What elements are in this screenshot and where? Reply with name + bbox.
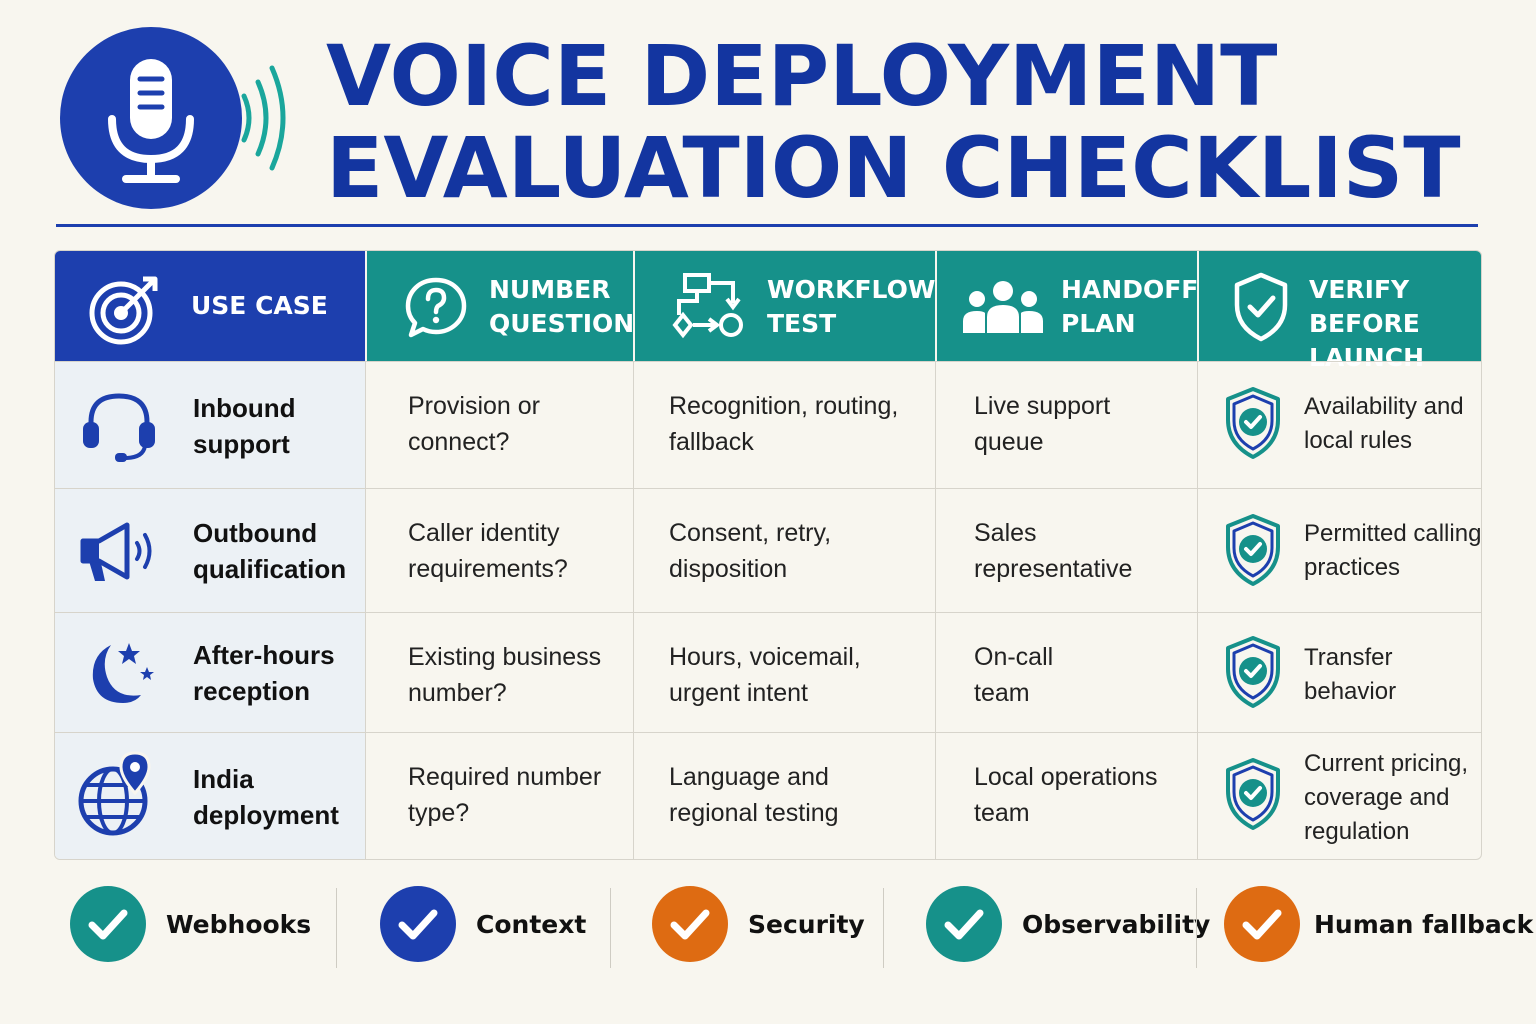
footer-item-label: Human fallback xyxy=(1314,910,1534,939)
check-icon xyxy=(926,886,1002,962)
use-case-cell: After-hours reception xyxy=(55,613,365,732)
table-row: Inbound support Provision or connect? Re… xyxy=(55,361,1481,488)
column-header-label: HANDOFF PLAN xyxy=(1061,275,1199,338)
table-header-row: USE CASE NUMBER QUESTION WORKFLOW TEST xyxy=(55,251,1481,372)
use-case-label: After-hours reception xyxy=(193,640,335,706)
handoff-plan-text: Local operations team xyxy=(974,763,1158,827)
footer-divider xyxy=(1196,888,1197,968)
check-icon xyxy=(380,886,456,962)
column-header-label: USE CASE xyxy=(191,291,328,320)
number-question-text: Required number type? xyxy=(408,763,602,827)
workflow-test-cell: Language and regional testing xyxy=(633,733,935,859)
page-title-line2: EVALUATION CHECKLIST xyxy=(326,119,1461,217)
shield-check-icon xyxy=(1226,636,1280,708)
handoff-plan-text: Sales representative xyxy=(974,519,1133,583)
number-question-text: Caller identity requirements? xyxy=(408,519,568,583)
footer-item-label: Observability xyxy=(1022,910,1211,939)
table-row: Outbound qualification Caller identity r… xyxy=(55,488,1482,612)
column-header-workflow-test: WORKFLOW TEST xyxy=(633,251,935,361)
check-icon xyxy=(70,886,146,962)
page-header: VOICE DEPLOYMENT EVALUATION CHECKLIST xyxy=(0,0,1536,232)
column-header-use-case: USE CASE xyxy=(55,251,365,361)
workflow-test-text: Hours, voicemail, urgent intent xyxy=(669,643,861,707)
number-question-text: Provision or connect? xyxy=(408,392,540,456)
check-icon xyxy=(652,886,728,962)
handoff-plan-cell: Sales representative xyxy=(935,489,1197,612)
shield-check-icon xyxy=(1226,758,1280,830)
workflow-test-cell: Consent, retry, disposition xyxy=(633,489,935,612)
verify-cell: Transfer behavior xyxy=(1197,613,1481,732)
verify-cell: Current pricing, coverage and regulation xyxy=(1197,733,1481,859)
footer-item-webhooks: Webhooks xyxy=(70,886,330,966)
check-icon xyxy=(1224,886,1300,962)
handoff-plan-cell: Local operations team xyxy=(935,733,1197,859)
verify-cell: Permitted calling practices xyxy=(1197,489,1482,612)
use-case-label: Outbound qualification xyxy=(193,518,347,584)
handoff-plan-cell: Live support queue xyxy=(935,362,1197,488)
footer-divider xyxy=(336,888,337,968)
table-row: India deployment Required number type? L… xyxy=(55,732,1481,859)
workflow-test-cell: Hours, voicemail, urgent intent xyxy=(633,613,935,732)
target-icon xyxy=(89,276,158,345)
use-case-cell: India deployment xyxy=(55,733,365,859)
footer-divider xyxy=(610,888,611,968)
footer-item-observability: Observability xyxy=(926,886,1210,966)
number-question-text: Existing business number? xyxy=(408,643,602,707)
footer-item-label: Context xyxy=(476,910,587,939)
shield-check-icon xyxy=(1226,387,1280,459)
title-divider xyxy=(56,224,1478,227)
column-header-label: VERIFY BEFORE LAUNCH xyxy=(1309,275,1425,372)
footer-item-label: Webhooks xyxy=(166,910,312,939)
number-question-cell: Caller identity requirements? xyxy=(365,489,633,612)
use-case-label: Inbound support xyxy=(193,393,296,459)
headset-icon xyxy=(83,393,155,462)
people-icon xyxy=(963,281,1043,333)
question-bubble-icon xyxy=(405,277,467,338)
microphone-icon xyxy=(60,27,242,209)
number-question-cell: Existing business number? xyxy=(365,613,633,732)
footer-item-human-fallback: Human fallback xyxy=(1224,886,1533,966)
workflow-test-text: Consent, retry, disposition xyxy=(669,519,832,583)
use-case-cell: Outbound qualification xyxy=(55,489,365,612)
moon-stars-icon xyxy=(92,643,154,703)
verify-text: Current pricing, coverage and regulation xyxy=(1304,750,1469,845)
page-title: VOICE DEPLOYMENT EVALUATION CHECKLIST xyxy=(326,30,1461,214)
shield-check-icon xyxy=(1234,272,1288,342)
workflow-test-text: Recognition, routing, fallback xyxy=(669,392,899,456)
sound-waves-icon xyxy=(241,65,286,171)
megaphone-icon xyxy=(80,522,152,581)
column-header-label: WORKFLOW TEST xyxy=(767,275,936,338)
globe-pin-icon xyxy=(78,751,151,836)
footer-item-security: Security xyxy=(652,886,872,966)
number-question-cell: Provision or connect? xyxy=(365,362,633,488)
checklist-table: USE CASE NUMBER QUESTION WORKFLOW TEST xyxy=(54,250,1482,860)
use-case-cell: Inbound support xyxy=(55,362,365,488)
footer-item-context: Context xyxy=(380,886,600,966)
workflow-test-text: Language and regional testing xyxy=(669,763,839,827)
handoff-plan-text: On-call team xyxy=(974,643,1054,707)
verify-cell: Availability and local rules xyxy=(1197,362,1481,488)
column-header-handoff-plan: HANDOFF PLAN xyxy=(935,251,1199,361)
shield-check-icon xyxy=(1226,514,1280,586)
handoff-plan-cell: On-call team xyxy=(935,613,1197,732)
verify-text: Availability and local rules xyxy=(1304,393,1464,454)
handoff-plan-text: Live support queue xyxy=(974,392,1111,456)
workflow-test-cell: Recognition, routing, fallback xyxy=(633,362,935,488)
column-header-verify: VERIFY BEFORE LAUNCH xyxy=(1197,251,1481,372)
use-case-label: India deployment xyxy=(193,764,339,830)
footer-divider xyxy=(883,888,884,968)
flowchart-icon xyxy=(672,273,743,339)
number-question-cell: Required number type? xyxy=(365,733,633,859)
column-header-label: NUMBER QUESTION xyxy=(489,275,635,338)
footer-item-label: Security xyxy=(748,910,865,939)
verify-text: Permitted calling practices xyxy=(1304,520,1482,581)
footer-checklist: Webhooks Context Security Observability … xyxy=(0,880,1536,980)
page-title-line1: VOICE DEPLOYMENT xyxy=(326,27,1278,125)
column-header-number-question: NUMBER QUESTION xyxy=(365,251,635,361)
table-row: After-hours reception Existing business … xyxy=(55,612,1481,732)
verify-text: Transfer behavior xyxy=(1304,644,1397,705)
